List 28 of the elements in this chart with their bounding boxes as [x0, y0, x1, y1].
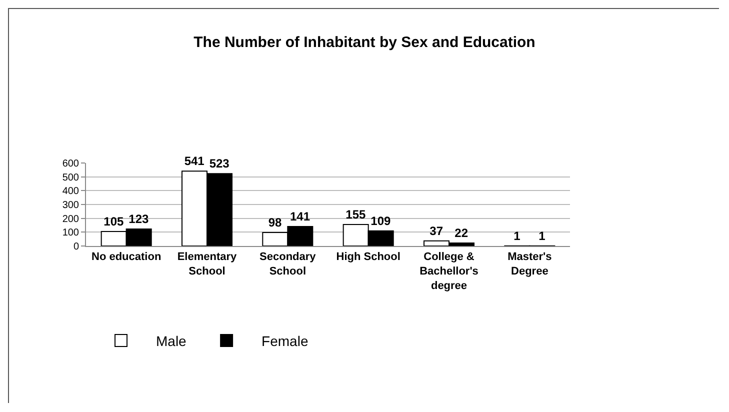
data-label: 22 — [454, 226, 468, 240]
data-label: 105 — [104, 214, 124, 228]
data-label: 1 — [538, 228, 546, 243]
data-label: 109 — [370, 214, 392, 228]
x-tick-label: Elementary School — [177, 251, 238, 278]
data-label: 37 — [430, 224, 444, 238]
x-tick-label: College & Bachellor's degree — [420, 251, 478, 292]
data-label: 123 — [128, 212, 150, 226]
data-label: 523 — [209, 156, 230, 171]
y-tick-label: 500 — [62, 172, 80, 184]
data-label: 141 — [290, 210, 310, 224]
y-tick-label: 100 — [62, 228, 80, 239]
x-tick-label: Master's Degree — [508, 251, 552, 278]
legend-label: Male — [156, 332, 187, 349]
data-label: 1 — [514, 228, 521, 243]
x-tick-label: Secondary School — [260, 251, 317, 278]
y-tick-label: 600 — [62, 158, 80, 170]
y-tick-label: 400 — [62, 186, 80, 198]
y-tick-label: 0 — [73, 242, 80, 252]
x-tick-label: No education — [91, 251, 162, 264]
data-label: 541 — [184, 154, 205, 168]
legend-label: Female — [262, 332, 308, 349]
x-tick-label: High School — [336, 251, 400, 264]
chart-title: The Number of Inhabitant by Sex and Education — [194, 34, 536, 52]
data-label: 155 — [346, 208, 366, 222]
y-tick-label: 200 — [62, 214, 80, 225]
data-label: 98 — [268, 215, 282, 230]
y-tick-label: 300 — [62, 200, 80, 211]
